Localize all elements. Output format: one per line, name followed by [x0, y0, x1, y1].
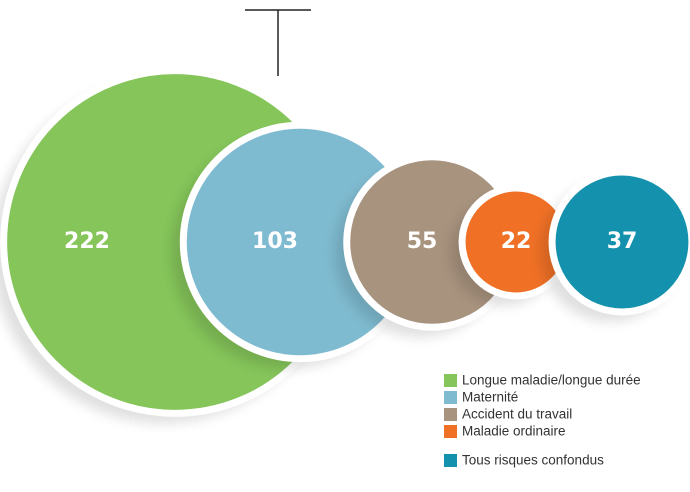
bubble-label: 103	[252, 229, 298, 254]
bubble-label: 222	[64, 229, 110, 254]
bubble-label: 22	[501, 229, 532, 254]
legend-label: Tous risques confondus	[462, 453, 604, 468]
legend-swatch	[444, 391, 457, 404]
legend-label: Longue maladie/longue durée	[462, 373, 641, 388]
legend-label: Accident du travail	[462, 407, 572, 422]
bubble	[548, 168, 690, 316]
legend-label: Maternité	[462, 390, 518, 405]
legend-swatch	[444, 454, 457, 467]
legend-label: Maladie ordinaire	[462, 424, 566, 439]
legend-swatch	[444, 374, 457, 387]
bubble-label: 37	[607, 229, 638, 254]
legend-swatch	[444, 408, 457, 421]
legend: Longue maladie/longue durée Maternité Acci…	[444, 373, 641, 468]
legend-swatch	[444, 425, 457, 438]
bubbles: 222 103 55 22 37	[0, 67, 690, 424]
bubble-label: 55	[407, 229, 438, 254]
